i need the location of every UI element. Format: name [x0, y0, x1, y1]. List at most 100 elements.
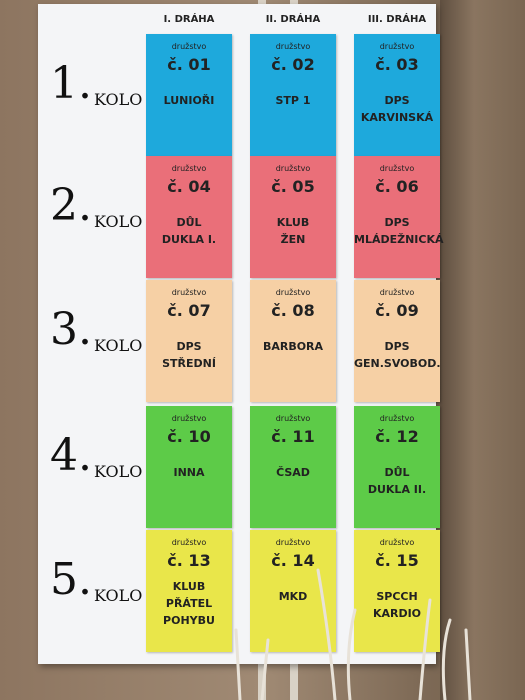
team-card: družstvo č. 05 KLUB ŽEN	[250, 156, 336, 278]
team-name: BARBORA	[250, 338, 336, 355]
round-number: 4.	[50, 430, 92, 481]
team-number: č. 15	[375, 551, 419, 570]
team-name-line: DŮL	[384, 466, 410, 479]
team-number: č. 09	[375, 301, 419, 320]
team-name-line: KARDIO	[372, 607, 422, 620]
team-name: SPCCH KARDIO	[354, 588, 440, 622]
round-number: 1.	[50, 58, 92, 109]
team-card: družstvo č. 08 BARBORA	[250, 280, 336, 402]
card-caption: družstvo	[275, 42, 311, 51]
team-name-line: INNA	[173, 466, 205, 479]
team-name-line: DUKLA I.	[161, 233, 217, 246]
team-number: č. 12	[375, 427, 419, 446]
round-number: 2.	[50, 180, 92, 231]
round-label: 3. KOLO	[50, 300, 150, 380]
round-number: 3.	[50, 304, 92, 355]
team-name: KLUB ŽEN	[250, 214, 336, 248]
round-word: KOLO	[94, 90, 143, 109]
team-number: č. 05	[271, 177, 315, 196]
team-name-line: DPS	[176, 340, 202, 353]
card-caption: družstvo	[379, 414, 415, 423]
column-header: III. DRÁHA	[367, 14, 427, 25]
team-name: DŮL DUKLA I.	[146, 214, 232, 248]
team-card: družstvo č. 10 INNA	[146, 406, 232, 528]
team-number: č. 08	[271, 301, 315, 320]
team-name: ČSAD	[250, 464, 336, 481]
team-name: DPS STŘEDNÍ	[146, 338, 232, 372]
team-card: družstvo č. 01 LUNIOŘI	[146, 34, 232, 156]
round-label: 2. KOLO	[50, 176, 150, 256]
poster: I. DRÁHA II. DRÁHA III. DRÁHA 1. KOLO družstv…	[38, 4, 444, 664]
team-name: INNA	[146, 464, 232, 481]
team-name-line: DUKLA II.	[367, 483, 427, 496]
team-name-line: DŮL	[176, 216, 202, 229]
team-number: č. 03	[375, 55, 419, 74]
team-name-line: SPCCH	[376, 590, 418, 603]
team-card: družstvo č. 11 ČSAD	[250, 406, 336, 528]
round-word: KOLO	[94, 212, 143, 231]
card-caption: družstvo	[379, 288, 415, 297]
team-name-line: STP 1	[275, 94, 311, 107]
team-name-line: KLUB	[172, 580, 206, 593]
team-name-line: MKD	[278, 590, 308, 603]
wall-pillar	[440, 0, 525, 700]
card-caption: družstvo	[379, 538, 415, 547]
team-card: družstvo č. 09 DPS GEN.SVOBOD.	[354, 280, 441, 402]
team-card: družstvo č. 07 DPS STŘEDNÍ	[146, 280, 232, 402]
team-card: družstvo č. 13 KLUB PŘÁTEL POHYBU	[146, 530, 232, 652]
team-number: č. 10	[167, 427, 211, 446]
card-caption: družstvo	[171, 164, 207, 173]
team-name-line: POHYBU	[163, 614, 215, 627]
column-header: I. DRÁHA	[163, 14, 215, 25]
team-name-line: KARVINSKÁ	[360, 111, 434, 124]
card-caption: družstvo	[275, 538, 311, 547]
team-card: družstvo č. 02 STP 1	[250, 34, 336, 156]
team-card: družstvo č. 06 DPS MLÁDEŽNICKÁ	[354, 156, 444, 278]
team-card: družstvo č. 12 DŮL DUKLA II.	[354, 406, 440, 528]
team-card: družstvo č. 14 MKD	[250, 530, 336, 652]
card-caption: družstvo	[171, 538, 207, 547]
team-name: KLUB PŘÁTEL POHYBU	[146, 578, 232, 629]
team-name-line: DPS	[384, 216, 410, 229]
team-name-line: ŽEN	[280, 233, 306, 246]
card-caption: družstvo	[171, 42, 207, 51]
team-number: č. 01	[167, 55, 211, 74]
card-caption: družstvo	[171, 414, 207, 423]
card-caption: družstvo	[171, 288, 207, 297]
team-number: č. 13	[167, 551, 211, 570]
card-caption: družstvo	[379, 42, 415, 51]
round-number: 5.	[50, 554, 92, 605]
team-name: LUNIOŘI	[146, 92, 232, 109]
card-caption: družstvo	[275, 164, 311, 173]
card-caption: družstvo	[275, 414, 311, 423]
team-name-line: GEN.SVOBOD.	[354, 357, 441, 370]
team-name-line: DPS	[384, 94, 410, 107]
team-name-line: DPS	[384, 340, 410, 353]
team-name-line: STŘEDNÍ	[162, 357, 216, 370]
column-header: II. DRÁHA	[265, 14, 321, 25]
team-number: č. 14	[271, 551, 315, 570]
round-word: KOLO	[94, 462, 143, 481]
team-number: č. 04	[167, 177, 211, 196]
team-name-line: PŘÁTEL	[165, 597, 213, 610]
team-card: družstvo č. 04 DŮL DUKLA I.	[146, 156, 232, 278]
round-word: KOLO	[94, 586, 143, 605]
team-name: DPS MLÁDEŽNICKÁ	[354, 214, 444, 248]
round-word: KOLO	[94, 336, 143, 355]
team-name-line: ČSAD	[276, 466, 310, 479]
round-label: 5. KOLO	[50, 550, 150, 630]
round-label: 1. KOLO	[50, 54, 150, 134]
team-name-line: MLÁDEŽNICKÁ	[354, 233, 444, 246]
team-name-line: BARBORA	[262, 340, 324, 353]
team-name-line: KLUB	[276, 216, 310, 229]
team-name: MKD	[250, 588, 336, 605]
team-name: STP 1	[250, 92, 336, 109]
round-label: 4. KOLO	[50, 426, 150, 506]
team-name: DŮL DUKLA II.	[354, 464, 440, 498]
card-caption: družstvo	[275, 288, 311, 297]
team-card: družstvo č. 03 DPS KARVINSKÁ	[354, 34, 440, 156]
card-caption: družstvo	[379, 164, 415, 173]
team-number: č. 11	[271, 427, 315, 446]
